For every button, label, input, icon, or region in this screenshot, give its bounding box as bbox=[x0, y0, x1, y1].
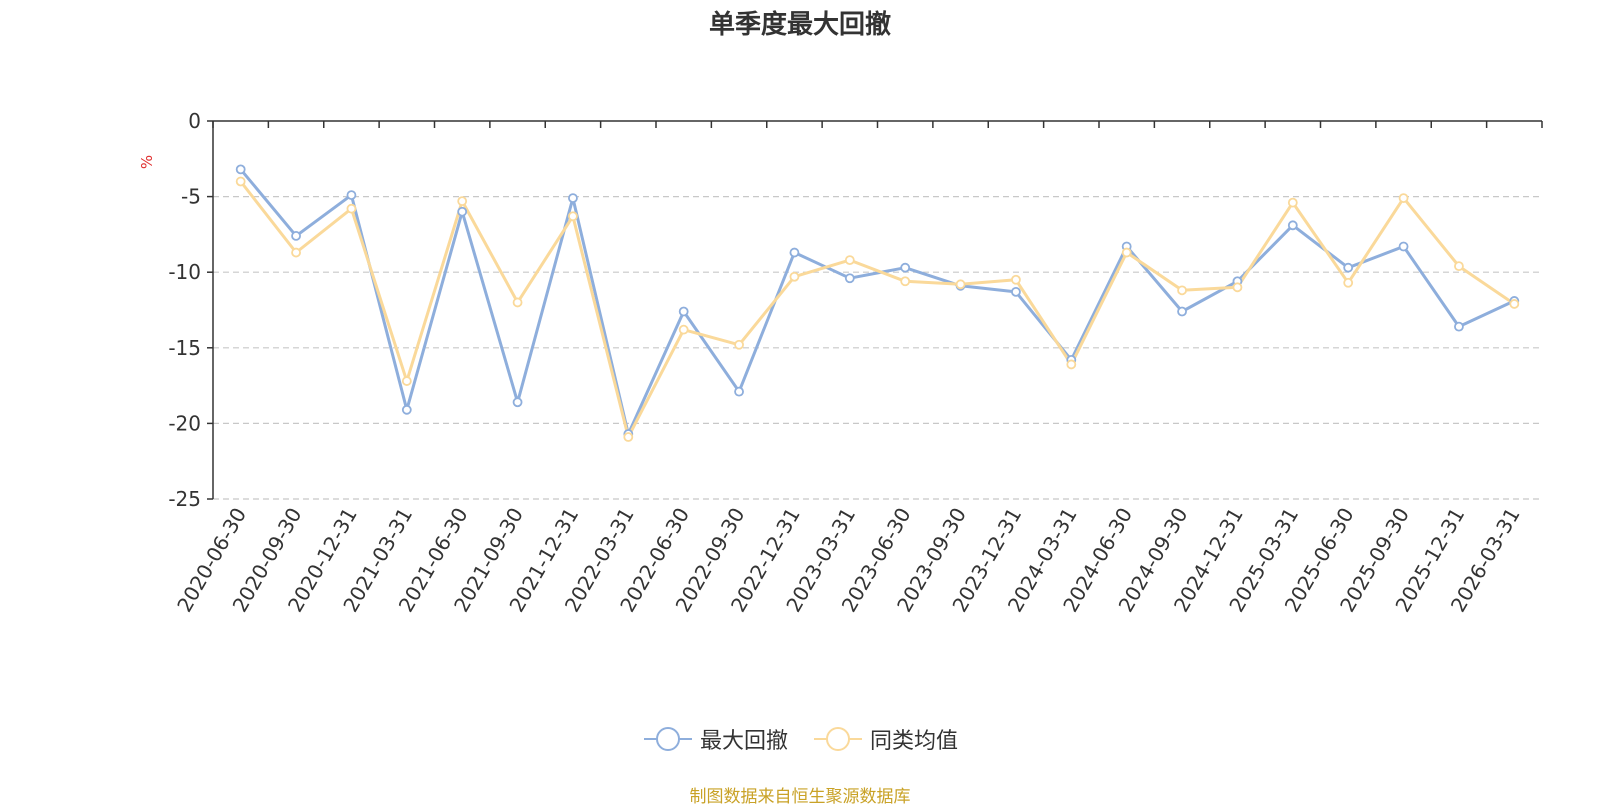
data-point bbox=[1287, 197, 1298, 208]
data-point bbox=[401, 376, 412, 386]
data-source-note: 制图数据来自恒生聚源数据库 bbox=[689, 787, 911, 807]
grid-lines bbox=[213, 196, 1542, 500]
data-point bbox=[346, 203, 357, 214]
y-axis-unit-label: % bbox=[138, 155, 156, 169]
legend-item[interactable]: 同类均值 bbox=[812, 723, 958, 755]
data-point bbox=[1509, 299, 1520, 309]
data-point bbox=[900, 262, 911, 273]
data-point bbox=[678, 324, 689, 335]
data-point bbox=[1011, 274, 1021, 285]
data-point bbox=[900, 276, 911, 287]
chart-title: 单季度最大回撤 bbox=[708, 10, 891, 40]
legend-item[interactable]: 最大回撤 bbox=[642, 723, 788, 755]
data-point bbox=[512, 297, 523, 308]
data-point bbox=[291, 247, 301, 258]
legend-symbol bbox=[643, 727, 692, 751]
legend-symbol bbox=[814, 727, 862, 751]
data-point bbox=[1398, 241, 1409, 252]
data-point bbox=[568, 211, 578, 222]
y-tick-label: -20 bbox=[168, 411, 201, 435]
data-point bbox=[623, 432, 634, 442]
data-point bbox=[1287, 220, 1298, 231]
y-tick-label: 0 bbox=[188, 109, 201, 133]
data-point bbox=[235, 164, 246, 175]
series-line bbox=[239, 180, 1516, 439]
data-point bbox=[1232, 282, 1243, 293]
data-point bbox=[568, 193, 578, 204]
data-point bbox=[1177, 285, 1187, 296]
data-point bbox=[346, 190, 357, 200]
series-lines bbox=[235, 164, 1520, 442]
data-point bbox=[734, 339, 744, 350]
data-point bbox=[1066, 359, 1077, 370]
data-point bbox=[512, 397, 523, 408]
data-point bbox=[1454, 261, 1464, 272]
legend-marker bbox=[826, 727, 850, 751]
y-tick-label: -15 bbox=[168, 336, 201, 360]
data-point bbox=[1343, 262, 1354, 273]
y-tick-label: -25 bbox=[168, 487, 201, 511]
series-line bbox=[239, 168, 1515, 436]
data-point bbox=[1011, 286, 1021, 297]
data-point bbox=[789, 271, 800, 282]
data-point bbox=[844, 255, 855, 266]
data-point bbox=[235, 176, 246, 187]
data-point bbox=[291, 231, 301, 241]
data-point bbox=[401, 404, 412, 415]
legend-label: 最大回撤 bbox=[699, 729, 788, 754]
data-point bbox=[1454, 321, 1464, 332]
data-point bbox=[1121, 247, 1132, 258]
data-point bbox=[1343, 277, 1354, 288]
data-point bbox=[678, 306, 689, 317]
data-point bbox=[1177, 306, 1187, 317]
axes: 0-5-10-15-20-252020-06-302020-09-302020-… bbox=[168, 109, 1543, 616]
y-tick-label: -10 bbox=[168, 260, 201, 284]
data-point bbox=[844, 273, 855, 284]
legend-marker bbox=[655, 727, 680, 751]
chart-legend: 最大回撤 同类均值 bbox=[0, 724, 1600, 754]
data-point bbox=[1398, 193, 1409, 204]
data-point bbox=[789, 247, 800, 258]
data-point bbox=[955, 279, 966, 290]
data-point bbox=[457, 206, 468, 217]
data-point bbox=[457, 196, 468, 207]
data-point bbox=[734, 386, 744, 397]
y-tick-label: -5 bbox=[181, 185, 201, 209]
legend-label: 同类均值 bbox=[870, 729, 959, 754]
